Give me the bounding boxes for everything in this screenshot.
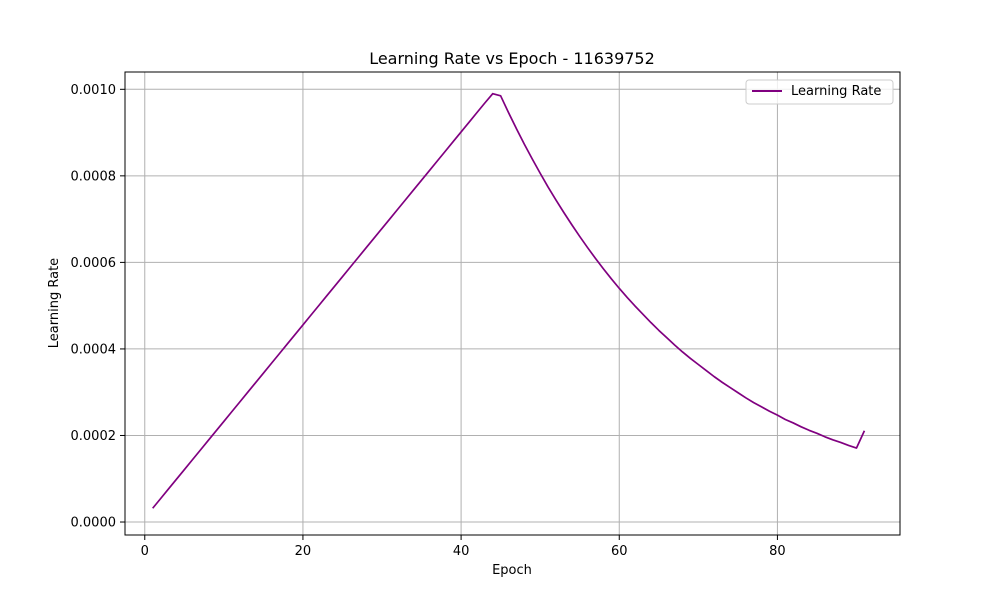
legend-box xyxy=(745,79,894,105)
series-line-learning-rate xyxy=(152,92,866,509)
x-tick-label: 20 xyxy=(295,544,312,559)
x-axis-label: Epoch xyxy=(492,563,532,578)
y-tick-label: 0.0006 xyxy=(71,256,117,271)
plot-area-frame xyxy=(124,71,901,536)
x-tick-label: 60 xyxy=(611,544,628,559)
legend-label-learning-rate: Learning Rate xyxy=(791,84,881,99)
y-tick-label: 0.0008 xyxy=(71,169,117,184)
legend: Learning Rate xyxy=(745,79,894,105)
y-tick-label: 0.0010 xyxy=(71,83,117,98)
chart-title: Learning Rate vs Epoch - 11639752 xyxy=(369,49,655,68)
x-tick-label: 40 xyxy=(453,544,470,559)
series-layer xyxy=(152,92,866,509)
y-tick-label: 0.0002 xyxy=(71,429,117,444)
y-tick-label: 0.0004 xyxy=(71,342,117,357)
x-tick-label: 80 xyxy=(769,544,786,559)
y-tick-label: 0.0000 xyxy=(71,516,117,531)
x-tick-label: 0 xyxy=(141,544,149,559)
y-axis-ticks: 0.0000 0.0002 0.0004 0.0006 0.0008 0.0010 xyxy=(71,83,125,531)
x-axis-ticks: 0 20 40 60 80 xyxy=(141,535,786,559)
y-axis-label: Learning Rate xyxy=(47,258,62,348)
